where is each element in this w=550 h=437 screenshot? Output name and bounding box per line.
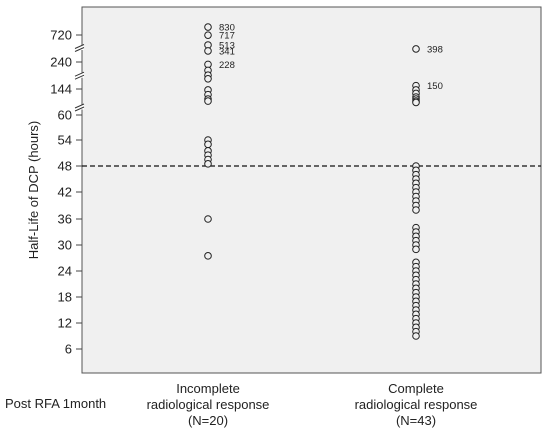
y-tick-label: 42 [58,185,72,200]
y-tick-label: 720 [50,28,72,43]
x-category-line: radiological response [147,397,270,412]
x-category-line: (N=20) [188,413,228,428]
point-annotation: 717 [219,31,235,42]
data-point [204,75,212,83]
y-axis-title: Half-Life of DCP (hours) [26,121,41,259]
axis-breaks [74,44,85,112]
y-tick-label: 60 [58,108,72,123]
axis-break-mark [74,44,85,52]
y-tick-label: 240 [50,55,72,70]
data-point [204,23,212,31]
y-axis: 6 12 18 24 30 36 42 48 54 60 144 240 720 [50,28,82,357]
data-point [204,31,212,39]
x-category-line: Complete [388,381,444,396]
data-point [204,140,212,149]
y-tick-label: 6 [65,342,72,357]
x-category-line: radiological response [355,397,478,412]
point-annotation: 513 [219,40,235,51]
x-category-line: Incomplete [176,381,240,396]
data-points [204,23,420,340]
data-point [412,45,420,53]
y-tick-label: 48 [58,159,72,174]
plot-area [81,6,542,374]
data-point [204,252,212,260]
data-point [204,215,212,223]
y-tick-label: 24 [58,264,72,279]
point-annotation: 830 [219,23,235,34]
y-tick-label: 144 [50,82,72,97]
point-annotation: 341 [219,46,235,57]
point-annotation: 228 [219,60,235,71]
data-point [412,245,420,254]
x-axis-title: Post RFA 1month [5,396,106,411]
axis-break-mark [74,71,85,80]
data-point [204,160,212,168]
axis-break-mark [74,103,85,112]
point-annotation: 150 [427,81,443,92]
data-point [204,97,212,105]
data-point [204,47,212,55]
data-point [412,332,420,340]
point-annotation: 398 [427,44,443,55]
x-category-line: (N=43) [396,413,436,428]
y-tick-label: 30 [58,238,72,253]
y-tick-label: 36 [58,212,72,227]
y-tick-label: 18 [58,290,72,305]
y-tick-label: 54 [58,133,72,148]
y-tick-label: 12 [58,316,72,331]
data-point [412,98,420,107]
data-point [412,206,420,214]
